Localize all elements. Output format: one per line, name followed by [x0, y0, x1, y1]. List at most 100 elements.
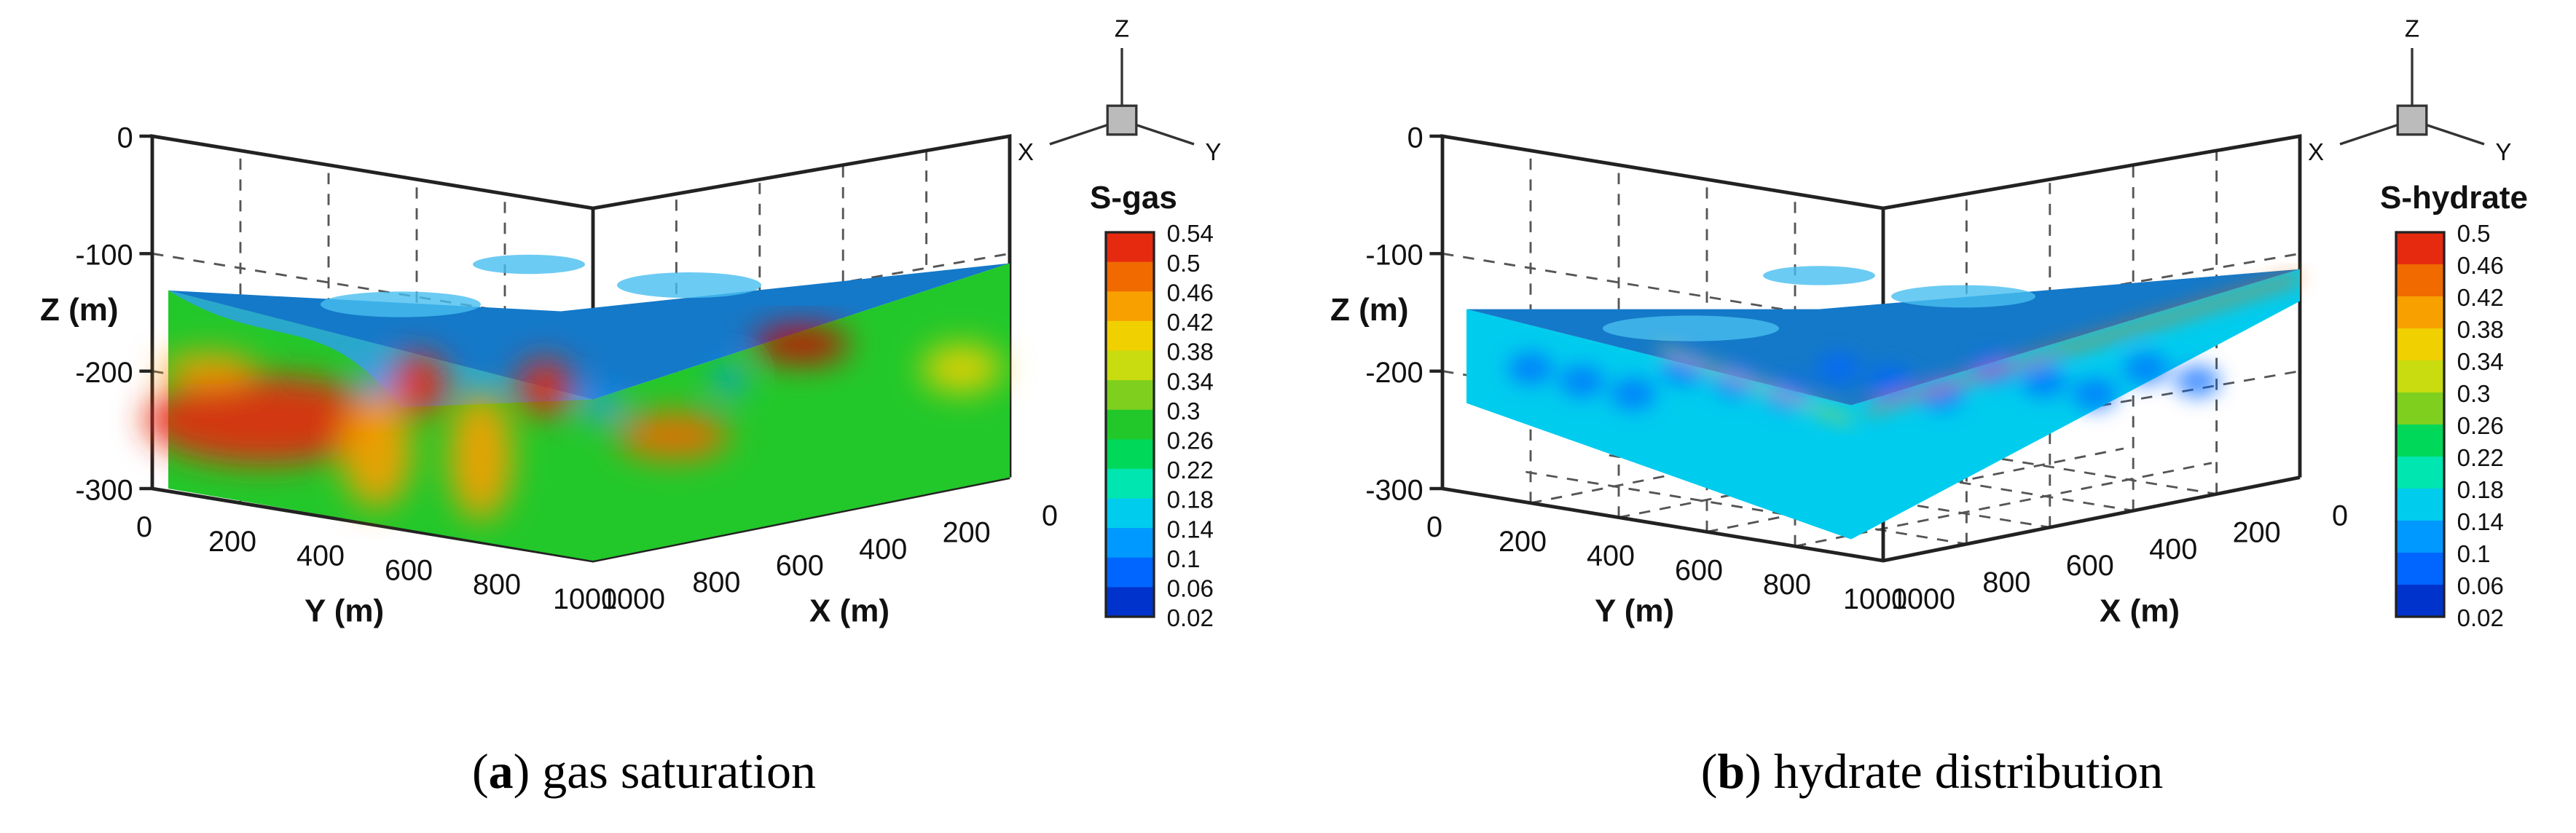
z-tick-label: -200	[75, 357, 133, 389]
y-tick-label: 800	[1763, 569, 1811, 601]
colorbar-tick-label: 0.3	[1167, 398, 1201, 425]
saturation-contours	[1508, 274, 2301, 424]
colorbar-tick-label: 0.46	[2457, 252, 2504, 279]
colorbar-swatch	[2396, 360, 2444, 394]
colorbar-tick-label: 0.06	[2457, 572, 2504, 599]
triad-x-label: X	[1018, 138, 1034, 165]
colorbar-tick-label: 0.06	[1167, 575, 1214, 602]
y-tick-label: 0	[1426, 511, 1442, 543]
colorbar-swatch	[2396, 328, 2444, 362]
colorbar-tick-label: 0.46	[1167, 279, 1214, 306]
colorbar-swatch	[2396, 425, 2444, 458]
cold-spot	[715, 365, 744, 395]
x-tick-label: 600	[2066, 550, 2114, 582]
y-axis-label: Y (m)	[305, 593, 384, 629]
caption-a: (a) gas saturation	[471, 743, 817, 799]
z-tick-label: -300	[75, 474, 133, 506]
hot-spot	[449, 392, 513, 521]
colorbar-tick-label: 0.14	[1167, 516, 1214, 542]
hot-spot	[753, 325, 849, 364]
surface-highlight	[1891, 285, 2035, 308]
x-axis-label: X (m)	[809, 593, 890, 629]
colorbar-swatch	[1106, 380, 1154, 411]
colorbar-tick-label: 0.26	[1167, 427, 1214, 454]
colorbar-border	[1104, 231, 1155, 618]
caption-b: (b) hydrate distribution	[1700, 743, 2164, 799]
pore-void	[1611, 378, 1656, 411]
colorbar-tick-label: 0.22	[1167, 457, 1214, 483]
colorbar-tick-label: 0.1	[1167, 545, 1201, 572]
pore-void	[2021, 365, 2066, 398]
hot-spot	[160, 352, 256, 384]
colorbar-title: S-gas	[1090, 180, 1177, 216]
pore-void	[1815, 352, 1861, 384]
y-tick-label: 200	[208, 526, 256, 558]
colorbar-tick-label: 0.22	[2457, 444, 2504, 471]
front-face-x	[1851, 269, 2300, 540]
x-tick-label: 200	[2233, 516, 2281, 548]
top-surface	[1466, 269, 2300, 406]
cold-spot	[361, 365, 393, 398]
colorbar-tick-label: 0.14	[2457, 508, 2504, 535]
pore-void	[1867, 365, 1912, 398]
panel-a-gas-saturation: 0 -100 -200 -300 Z (m) 0 200 400 600 800 1000 Y (m)…	[40, 15, 1221, 632]
y-axis: 0 200 400 600 800 1000 Y (m)	[136, 511, 617, 629]
front-face-y	[1466, 309, 1851, 540]
front-face-x	[593, 263, 1010, 561]
triad-y-label: Y	[1205, 138, 1221, 165]
colorbar-tick-label: 0.34	[1167, 368, 1214, 395]
colorbar-border	[2395, 231, 2446, 618]
z-axis: 0 -100 -200 -300 Z (m)	[40, 122, 153, 506]
colorbar-tick-label: 0.38	[2457, 316, 2504, 343]
surface-highlight	[1603, 315, 1779, 342]
colorbar-tick-label: 0.02	[2457, 604, 2504, 631]
colorbar-swatch	[1106, 587, 1154, 618]
y-tick-label: 600	[1675, 554, 1723, 586]
colorbar-swatch	[1106, 528, 1154, 558]
triad-x-label: X	[2308, 138, 2324, 165]
high-band	[1657, 347, 1853, 424]
triad-y-label: Y	[2495, 138, 2511, 165]
colorbar-swatch	[2396, 553, 2444, 586]
colorbar-swatch	[2396, 457, 2444, 490]
z-tick-label: 0	[1407, 122, 1424, 154]
hot-spot	[516, 358, 574, 416]
grid-line	[1794, 462, 2212, 548]
orientation-triad: Z X Y	[2308, 15, 2511, 165]
y-tick-label: 1000	[1843, 583, 1907, 615]
colorbar-swatch	[1106, 291, 1154, 322]
high-band	[1866, 274, 2301, 414]
cold-spot	[578, 392, 624, 419]
pore-void	[1508, 352, 1553, 384]
volume	[1466, 266, 2300, 540]
z-tick-label: -100	[75, 240, 133, 272]
colorbar-tick-label: 0.5	[2457, 220, 2491, 247]
y-axis: 0 200 400 600 800 1000 Y (m)	[1426, 511, 1907, 629]
pore-void	[2072, 378, 2118, 411]
colorbar-swatch	[2396, 521, 2444, 554]
colorbar-tick-label: 0.18	[2457, 476, 2504, 503]
y-tick-label: 1000	[553, 583, 617, 615]
z-tick-label: -300	[1365, 474, 1423, 506]
z-tick-label: 0	[117, 122, 133, 154]
colorbar-tick-label: 0.3	[2457, 380, 2491, 407]
colorbar-swatch	[1106, 439, 1154, 470]
colorbar-swatch	[2396, 264, 2444, 298]
orientation-triad: Z X Y	[1018, 15, 1221, 165]
frame-base	[1442, 475, 2301, 563]
x-tick-label: 400	[859, 533, 907, 565]
colorbar-tick-label: 0.42	[1167, 309, 1214, 336]
colorbar-swatch	[2396, 392, 2444, 426]
colorbar-tick-label: 0.26	[2457, 412, 2504, 439]
colorbar-swatch	[2396, 296, 2444, 330]
x-axis: 1000 800 600 400 200 0 X (m)	[1891, 500, 2348, 629]
hot-spot	[617, 411, 729, 460]
x-tick-label: 600	[776, 550, 824, 582]
hot-spot	[385, 352, 449, 416]
colorbar-swatch	[1106, 557, 1154, 588]
triad-cube	[2396, 104, 2428, 136]
x-axis: 1000 800 600 400 200 0 X (m)	[601, 500, 1058, 629]
saturation-contours	[144, 325, 1002, 521]
surface-highlight	[321, 291, 481, 317]
colorbar-swatch	[2396, 489, 2444, 522]
